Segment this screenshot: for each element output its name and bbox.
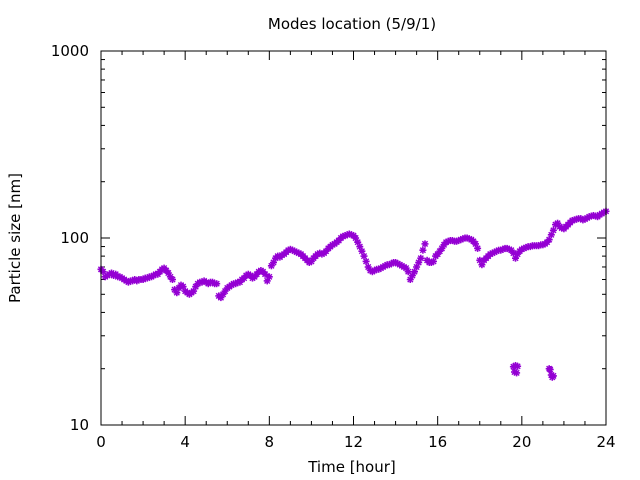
data-point-stroke bbox=[550, 227, 557, 234]
axis-ticks: 0 4 8 12 16 20 24 10 100 1000 bbox=[51, 42, 616, 451]
data-point-stroke bbox=[419, 247, 426, 254]
data-point bbox=[169, 276, 176, 283]
data-points bbox=[97, 207, 610, 381]
data-point bbox=[549, 372, 557, 380]
data-point bbox=[549, 226, 557, 234]
data-point-stroke bbox=[547, 366, 554, 373]
data-point bbox=[513, 369, 521, 377]
data-point-stroke bbox=[430, 258, 437, 265]
data-point bbox=[213, 280, 221, 288]
data-point-stroke bbox=[165, 269, 172, 277]
chart-title: Modes location (5/9/1) bbox=[268, 15, 436, 33]
data-point bbox=[514, 362, 522, 370]
data-point bbox=[419, 246, 427, 254]
y-tick-label: 1000 bbox=[51, 42, 89, 60]
data-point-stroke bbox=[513, 369, 520, 376]
data-point-stroke bbox=[169, 276, 176, 283]
data-point-stroke bbox=[403, 265, 410, 272]
x-tick-label: 4 bbox=[180, 433, 190, 451]
data-point-stroke bbox=[356, 243, 363, 250]
data-point-stroke bbox=[266, 273, 273, 280]
data-point-stroke bbox=[213, 280, 220, 287]
x-tick-label: 24 bbox=[596, 433, 615, 451]
data-point-stroke bbox=[354, 239, 361, 246]
x-axis-label: Time [hour] bbox=[307, 458, 396, 476]
data-point bbox=[265, 273, 273, 281]
data-point-stroke bbox=[180, 283, 187, 290]
x-tick-label: 0 bbox=[96, 433, 106, 451]
data-point-stroke bbox=[421, 240, 429, 247]
data-point-stroke bbox=[474, 245, 481, 252]
data-point bbox=[512, 254, 519, 262]
data-point-stroke bbox=[472, 240, 479, 247]
data-point-stroke bbox=[405, 268, 412, 275]
data-point-stroke bbox=[554, 220, 561, 227]
data-point-stroke bbox=[363, 258, 370, 265]
plot-frame bbox=[100, 50, 607, 426]
x-tick-label: 12 bbox=[344, 433, 363, 451]
y-tick-label: 10 bbox=[70, 416, 89, 434]
data-point-stroke bbox=[417, 255, 424, 262]
data-point-stroke bbox=[360, 253, 368, 260]
x-tick-label: 16 bbox=[428, 433, 447, 451]
data-point-stroke bbox=[550, 372, 557, 379]
y-axis-label: Particle size [nm] bbox=[6, 173, 24, 303]
x-tick-label: 8 bbox=[265, 433, 275, 451]
y-tick-label: 100 bbox=[60, 229, 89, 247]
data-point bbox=[404, 268, 412, 276]
data-point-stroke bbox=[514, 363, 521, 370]
data-point bbox=[362, 257, 370, 265]
data-point bbox=[546, 366, 554, 373]
data-point-stroke bbox=[262, 271, 269, 278]
data-point-stroke bbox=[358, 248, 365, 255]
x-tick-label: 20 bbox=[512, 433, 531, 451]
data-point bbox=[417, 254, 425, 262]
data-point bbox=[474, 244, 482, 252]
data-point-stroke bbox=[352, 234, 359, 242]
data-point-stroke bbox=[365, 263, 372, 271]
data-point bbox=[421, 240, 429, 248]
